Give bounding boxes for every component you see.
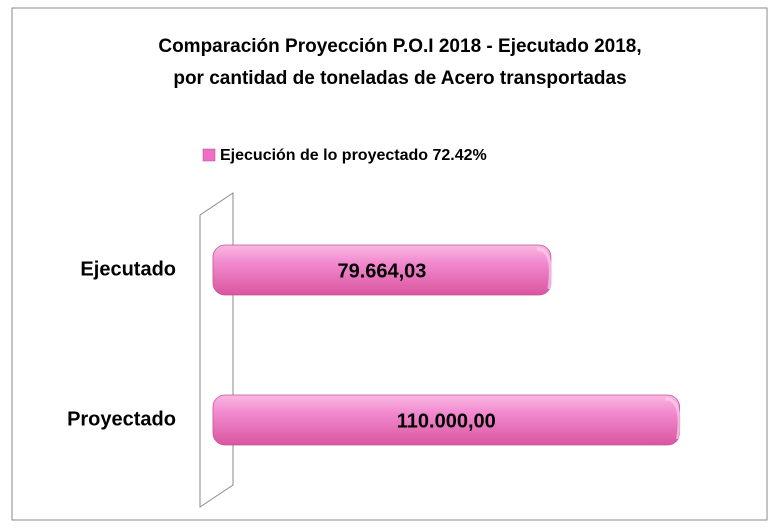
y-tick-label: Ejecutado (80, 258, 176, 280)
data-label: 79.664,03 (337, 260, 426, 282)
chart-title: por cantidad de toneladas de Acero trans… (173, 68, 626, 89)
axis-wall (199, 192, 234, 508)
legend-swatch (202, 148, 216, 162)
legend-label: Ejecución de lo proyectado 72.42% (220, 147, 487, 164)
y-tick-label: Proyectado (67, 408, 176, 430)
chart-title: Comparación Proyección P.O.I 2018 - Ejec… (158, 36, 641, 57)
bar-cap (536, 247, 552, 290)
bar-cap (665, 397, 681, 440)
data-label: 110.000,00 (397, 410, 496, 432)
